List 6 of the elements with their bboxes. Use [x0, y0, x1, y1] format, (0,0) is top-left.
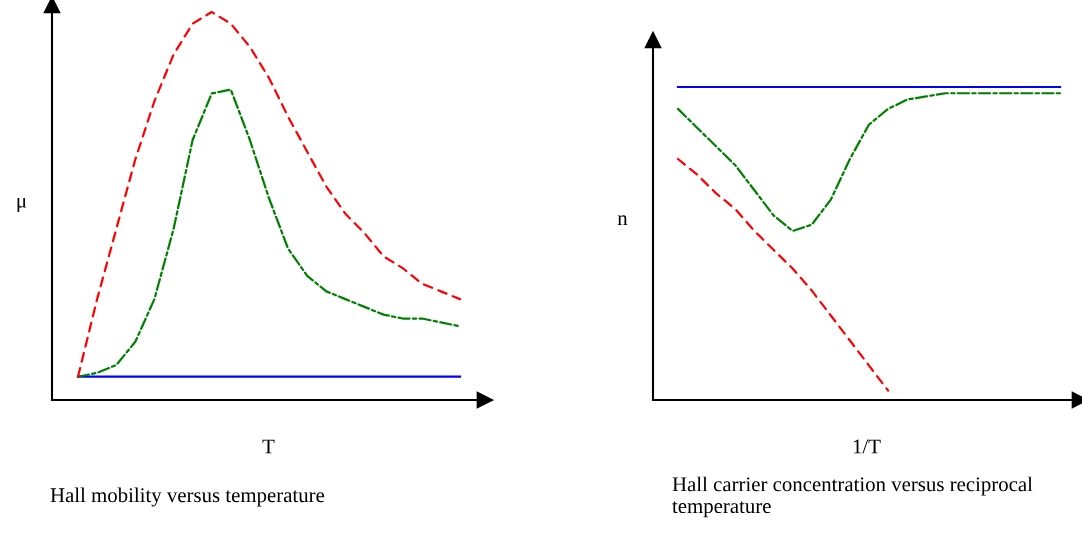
- text: Hall carrier concentration versus reciprocal temperature: [672, 476, 1033, 518]
- y-axis-title: μ: [17, 197, 27, 212]
- x-axis-title: T: [262, 439, 275, 454]
- y-axis-title: n: [617, 215, 628, 226]
- text: Hall mobility versus temperature: [50, 487, 325, 507]
- x-axis-title: 1/T: [853, 439, 881, 454]
